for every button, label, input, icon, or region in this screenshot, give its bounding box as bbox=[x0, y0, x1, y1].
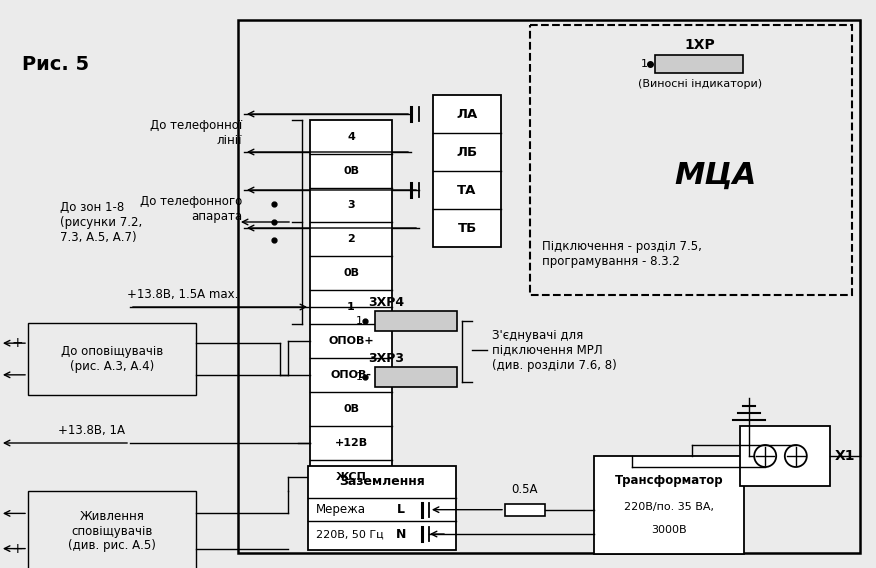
Bar bbox=[308, 466, 456, 550]
Text: 3000В: 3000В bbox=[651, 525, 687, 536]
Bar bbox=[310, 120, 392, 494]
Text: Х1: Х1 bbox=[835, 449, 856, 463]
Text: N: N bbox=[396, 528, 406, 541]
Text: До телефонної
лінії: До телефонної лінії bbox=[150, 119, 242, 147]
Text: 1: 1 bbox=[641, 59, 648, 69]
Bar bbox=[740, 426, 830, 486]
Text: 1: 1 bbox=[347, 302, 355, 312]
Text: З'єднувачі для
підключення МРЛ
(див. розділи 7.6, 8): З'єднувачі для підключення МРЛ (див. роз… bbox=[492, 328, 617, 371]
Text: (Виносні індикатори): (Виносні індикатори) bbox=[638, 79, 762, 89]
Bar bbox=[530, 25, 852, 295]
Text: До телефонного
апарата: До телефонного апарата bbox=[140, 195, 242, 223]
Text: 3ХР3: 3ХР3 bbox=[368, 352, 404, 365]
Bar bbox=[505, 504, 545, 516]
Text: ОПОВ+: ОПОВ+ bbox=[328, 336, 374, 346]
Text: +12В: +12В bbox=[335, 438, 368, 448]
Bar bbox=[28, 491, 196, 568]
Text: +13.8В, 1.5А max.: +13.8В, 1.5А max. bbox=[127, 288, 238, 301]
Text: 4: 4 bbox=[347, 132, 355, 142]
Text: ЖСП: ЖСП bbox=[336, 472, 366, 482]
Text: ТБ: ТБ bbox=[457, 222, 477, 235]
Text: 1: 1 bbox=[356, 316, 363, 326]
Text: 220В/по. 35 ВА,: 220В/по. 35 ВА, bbox=[624, 502, 714, 512]
Text: Рис. 5: Рис. 5 bbox=[22, 55, 89, 74]
Text: Трансформатор: Трансформатор bbox=[615, 474, 724, 487]
Text: МЦА: МЦА bbox=[674, 161, 756, 190]
Bar bbox=[594, 456, 744, 554]
Text: 0.5А: 0.5А bbox=[512, 483, 538, 496]
Bar bbox=[433, 95, 501, 247]
Text: 3ХР4: 3ХР4 bbox=[368, 295, 404, 308]
Text: +: + bbox=[11, 336, 23, 350]
Text: 220В, 50 Гц: 220В, 50 Гц bbox=[316, 529, 384, 539]
Text: ЛА: ЛА bbox=[456, 107, 477, 120]
Bar bbox=[238, 20, 860, 553]
Text: ТА: ТА bbox=[457, 183, 477, 197]
Text: 3: 3 bbox=[347, 200, 355, 210]
Text: До оповіщувачів
(рис. А.3, А.4): До оповіщувачів (рис. А.3, А.4) bbox=[60, 345, 163, 373]
Bar bbox=[375, 367, 457, 387]
Text: L: L bbox=[397, 503, 406, 516]
Text: ЛБ: ЛБ bbox=[456, 145, 477, 158]
Text: До зон 1-8
(рисунки 7.2,
7.3, А.5, А.7): До зон 1-8 (рисунки 7.2, 7.3, А.5, А.7) bbox=[60, 201, 142, 244]
Text: Підключення - розділ 7.5,
програмування - 8.3.2: Підключення - розділ 7.5, програмування … bbox=[542, 240, 702, 268]
Text: 1: 1 bbox=[356, 372, 363, 382]
Text: 2: 2 bbox=[347, 234, 355, 244]
Text: 0В: 0В bbox=[343, 166, 359, 176]
Text: 0В: 0В bbox=[343, 404, 359, 414]
Text: Мережа: Мережа bbox=[316, 503, 366, 516]
Text: ОПОВ-: ОПОВ- bbox=[330, 370, 371, 380]
Text: 0В: 0В bbox=[343, 268, 359, 278]
Bar bbox=[375, 311, 457, 331]
Bar bbox=[28, 323, 196, 395]
Text: 1ХР: 1ХР bbox=[685, 38, 716, 52]
Text: +: + bbox=[11, 542, 23, 556]
Text: Живлення
сповіщувачів
(див. рис. А.5): Живлення сповіщувачів (див. рис. А.5) bbox=[68, 509, 156, 553]
Text: +13.8В, 1А: +13.8В, 1А bbox=[58, 424, 125, 437]
Bar bbox=[655, 55, 743, 73]
Text: Заземлення: Заземлення bbox=[339, 475, 425, 487]
